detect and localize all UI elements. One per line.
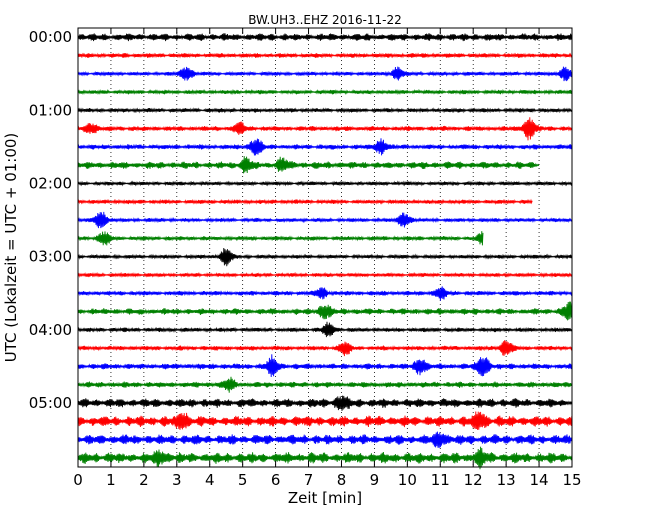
trace-line <box>77 138 573 156</box>
trace-line <box>77 411 573 430</box>
trace-line <box>77 301 573 321</box>
trace-line <box>77 321 573 338</box>
trace-line <box>77 286 573 301</box>
trace-line <box>77 66 573 82</box>
x-tick-label: 0 <box>73 471 83 489</box>
x-tick-label: 12 <box>464 471 483 489</box>
x-tick-label: 14 <box>530 471 549 489</box>
x-tick-label: 1 <box>106 471 116 489</box>
x-tick-label: 4 <box>205 471 215 489</box>
trace-line <box>77 107 573 114</box>
x-tick-label: 9 <box>370 471 380 489</box>
trace-line <box>77 52 573 59</box>
trace-line <box>77 376 573 393</box>
y-tick-label: 01:00 <box>29 101 72 119</box>
trace-line <box>77 117 573 141</box>
trace-line <box>77 431 573 448</box>
trace-line <box>77 395 573 411</box>
x-axis-label: Zeit [min] <box>288 489 362 507</box>
y-tick-label: 04:00 <box>29 321 72 339</box>
trace-line <box>77 88 573 96</box>
x-tick-label: 3 <box>172 471 182 489</box>
x-tick-label: 6 <box>271 471 281 489</box>
traces <box>77 33 573 470</box>
trace-line <box>77 231 484 246</box>
trace-line <box>77 247 573 267</box>
y-tick-label: 00:00 <box>29 28 72 46</box>
plot-frame <box>77 27 573 468</box>
y-tick-label: 02:00 <box>29 174 72 192</box>
trace-line <box>77 340 573 357</box>
trace-line <box>77 33 573 42</box>
axis-ticks: 0 1 2 3 4 5 6 7 8 9 10 11 12 13 14 1500:0001:0002:0003:… <box>29 28 582 489</box>
x-tick-label: 10 <box>398 471 417 489</box>
trace-line <box>77 446 573 470</box>
y-tick-label: 03:00 <box>29 248 72 266</box>
trace-line <box>77 198 533 205</box>
y-axis-label: UTC (Lokalzeit = UTC + 01:00) <box>2 133 20 363</box>
y-tick-label: 05:00 <box>29 394 72 412</box>
trace-line <box>77 354 573 378</box>
x-tick-label: 13 <box>497 471 516 489</box>
x-tick-label: 7 <box>304 471 314 489</box>
x-tick-label: 11 <box>431 471 450 489</box>
trace-line <box>77 156 540 174</box>
chart-title: BW.UH3..EHZ 2016-11-22 <box>248 13 402 27</box>
trace-line <box>77 271 573 279</box>
x-tick-label: 5 <box>238 471 248 489</box>
trace-line <box>77 211 573 229</box>
x-tick-label: 2 <box>139 471 149 489</box>
x-tick-label: 15 <box>562 471 581 489</box>
trace-line <box>77 180 573 187</box>
x-tick-label: 8 <box>337 471 347 489</box>
